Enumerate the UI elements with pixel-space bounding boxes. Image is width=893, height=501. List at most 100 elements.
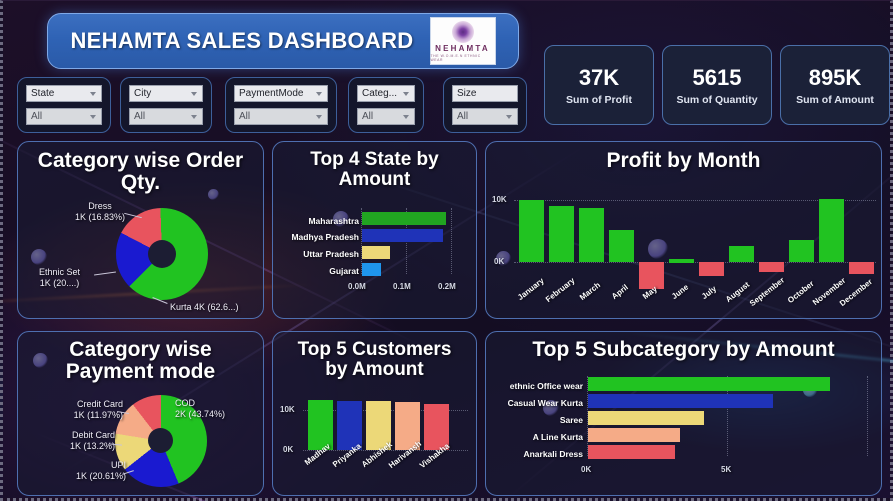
slicer-state-value[interactable]: All xyxy=(26,108,102,125)
bar-november[interactable] xyxy=(819,199,844,262)
bar-harivansh[interactable] xyxy=(395,402,420,450)
bar-gujarat[interactable] xyxy=(362,263,381,276)
kpi-sum-of-profit: 37K Sum of Profit xyxy=(544,45,654,125)
xtick-january: January xyxy=(516,276,546,303)
bar-march[interactable] xyxy=(579,208,604,262)
slicer-category-name: Categ... xyxy=(362,88,398,99)
slicer-size-name: Size xyxy=(457,88,477,99)
xtick-5k: 5K xyxy=(721,465,732,474)
bar-january[interactable] xyxy=(519,200,544,262)
bar-priyanka[interactable] xyxy=(337,401,362,450)
slicer-paymentmode[interactable]: PaymentMode All xyxy=(225,77,337,133)
donut-category-order-qty[interactable]: Dress 1K (16.83%) Ethnic Set 1K (20....)… xyxy=(18,142,263,318)
bar-abhishek[interactable] xyxy=(366,401,391,450)
card-profit-by-month[interactable]: Profit by Month 10K 0K January February … xyxy=(485,141,882,319)
bar-february[interactable] xyxy=(549,206,574,262)
bar-july[interactable] xyxy=(699,262,724,276)
dashboard-header: NEHAMTA SALES DASHBOARD NEHAMTA THE W.O.… xyxy=(47,13,519,69)
chevron-down-icon[interactable] xyxy=(90,91,97,96)
bar-vishakha[interactable] xyxy=(424,404,449,450)
card-top5-subcategory[interactable]: Top 5 Subcategory by Amount ethnic Offic… xyxy=(485,331,882,496)
gridline-0k xyxy=(587,376,588,456)
bar-anarkali-dress[interactable] xyxy=(588,445,675,459)
chart-top4-state[interactable]: Maharashtra Madhya Pradesh Uttar Pradesh… xyxy=(273,142,476,318)
slicer-state[interactable]: State All xyxy=(17,77,111,133)
kpi-sum-of-profit-label: Sum of Profit xyxy=(566,93,632,106)
slicer-size-value[interactable]: All xyxy=(452,108,518,125)
bar-september[interactable] xyxy=(759,262,784,272)
slicer-size[interactable]: Size All xyxy=(443,77,527,133)
card-top4-state-title: Top 4 State by Amount xyxy=(310,149,439,190)
slicer-state-field[interactable]: State xyxy=(26,85,102,102)
bar-august[interactable] xyxy=(729,246,754,262)
pie-label-upi-value: 1K (20.61%) xyxy=(75,471,126,482)
card-top4-state[interactable]: Top 4 State by Amount Maharashtra Madhya… xyxy=(272,141,477,319)
logo-mark-icon xyxy=(451,20,474,43)
gridline-10k xyxy=(867,376,868,456)
chevron-down-icon[interactable] xyxy=(506,114,513,119)
card-profit-by-month-title: Profit by Month xyxy=(606,149,761,172)
chevron-down-icon[interactable] xyxy=(316,114,323,119)
donut-label-dress-name: Dress xyxy=(88,201,112,211)
xtick-june: June xyxy=(670,282,691,302)
gridline xyxy=(361,208,362,274)
bar-uttar-pradesh[interactable] xyxy=(362,246,390,259)
chart-top5-customers[interactable]: 10K 0K Madhav Priyanka Abhishek Harivans… xyxy=(273,332,476,495)
gridline xyxy=(451,208,452,274)
card-top5-customers[interactable]: Top 5 Customers by Amount 10K 0K Madhav … xyxy=(272,331,477,496)
slicer-state-name: State xyxy=(31,88,55,99)
slicer-paymentmode-name: PaymentMode xyxy=(239,88,304,99)
xtick-july: July xyxy=(700,284,719,302)
ytick-0k: 0K xyxy=(494,257,505,266)
bar-october[interactable] xyxy=(789,240,814,262)
slicer-size-field[interactable]: Size xyxy=(452,85,518,102)
xtick-february: February xyxy=(544,275,577,305)
bar-june[interactable] xyxy=(669,259,694,263)
slicer-category[interactable]: Categ... All xyxy=(348,77,424,133)
slicer-city[interactable]: City All xyxy=(120,77,212,133)
chart-profit-by-month[interactable]: 10K 0K January February March April May … xyxy=(486,142,881,318)
bar-madhav[interactable] xyxy=(308,400,333,450)
chart-top5-subcategory[interactable]: ethnic Office wear Casual Wear Kurta Sar… xyxy=(486,332,881,495)
pie-label-credit-card-name: Credit Card xyxy=(76,399,123,409)
pie-label-debit-card: Debit Card 1K (13.2%) xyxy=(43,430,115,453)
bar-madhya-pradesh[interactable] xyxy=(362,229,443,242)
bar-a-line-kurta[interactable] xyxy=(588,428,680,442)
bar-label-a-line-kurta: A Line Kurta xyxy=(532,432,583,442)
chevron-down-icon[interactable] xyxy=(191,114,198,119)
bar-saree[interactable] xyxy=(588,411,704,425)
kpi-sum-of-amount: 895K Sum of Amount xyxy=(780,45,890,125)
card-category-order-qty[interactable]: Category wise Order Qty. Dress 1K (16.83… xyxy=(17,141,264,319)
bar-casual-wear-kurta[interactable] xyxy=(588,394,773,408)
slicer-category-field[interactable]: Categ... xyxy=(357,85,415,102)
xtick-1: 0.1M xyxy=(393,282,411,291)
bar-label-saree: Saree xyxy=(559,415,583,425)
pie-label-credit-card: Credit Card 1K (11.97%) xyxy=(51,399,123,422)
slicer-city-field[interactable]: City xyxy=(129,85,203,102)
donut-label-dress-value: 1K (16.83%) xyxy=(75,212,126,223)
leader-line xyxy=(94,271,116,276)
bar-may[interactable] xyxy=(639,262,664,289)
slicer-paymentmode-value[interactable]: All xyxy=(234,108,328,125)
chevron-down-icon[interactable] xyxy=(403,91,410,96)
chevron-down-icon[interactable] xyxy=(90,114,97,119)
pie-category-payment-mode[interactable]: COD 2K (43.74%) Credit Card 1K (11.97%) … xyxy=(18,332,263,495)
slicer-state-value-text: All xyxy=(31,111,43,122)
slicer-category-value[interactable]: All xyxy=(357,108,415,125)
xtick-march: March xyxy=(578,280,603,303)
bar-maharashtra[interactable] xyxy=(362,212,446,225)
chevron-down-icon[interactable] xyxy=(316,91,323,96)
chevron-down-icon[interactable] xyxy=(403,114,410,119)
pie-label-debit-card-name: Debit Card xyxy=(71,430,115,440)
bar-december[interactable] xyxy=(849,262,874,274)
slicer-paymentmode-field[interactable]: PaymentMode xyxy=(234,85,328,102)
slicer-city-value[interactable]: All xyxy=(129,108,203,125)
kpi-sum-of-profit-value: 37K xyxy=(578,64,620,90)
card-category-payment-mode[interactable]: Category wise Payment mode COD 2K (43.74… xyxy=(17,331,264,496)
bar-april[interactable] xyxy=(609,230,634,262)
chevron-down-icon[interactable] xyxy=(191,91,198,96)
gridline-10k xyxy=(514,200,876,201)
pie-label-cod-value: 2K (43.74%) xyxy=(175,409,226,420)
bar-ethnic-office-wear[interactable] xyxy=(588,377,830,391)
xtick-0k: 0K xyxy=(581,465,592,474)
